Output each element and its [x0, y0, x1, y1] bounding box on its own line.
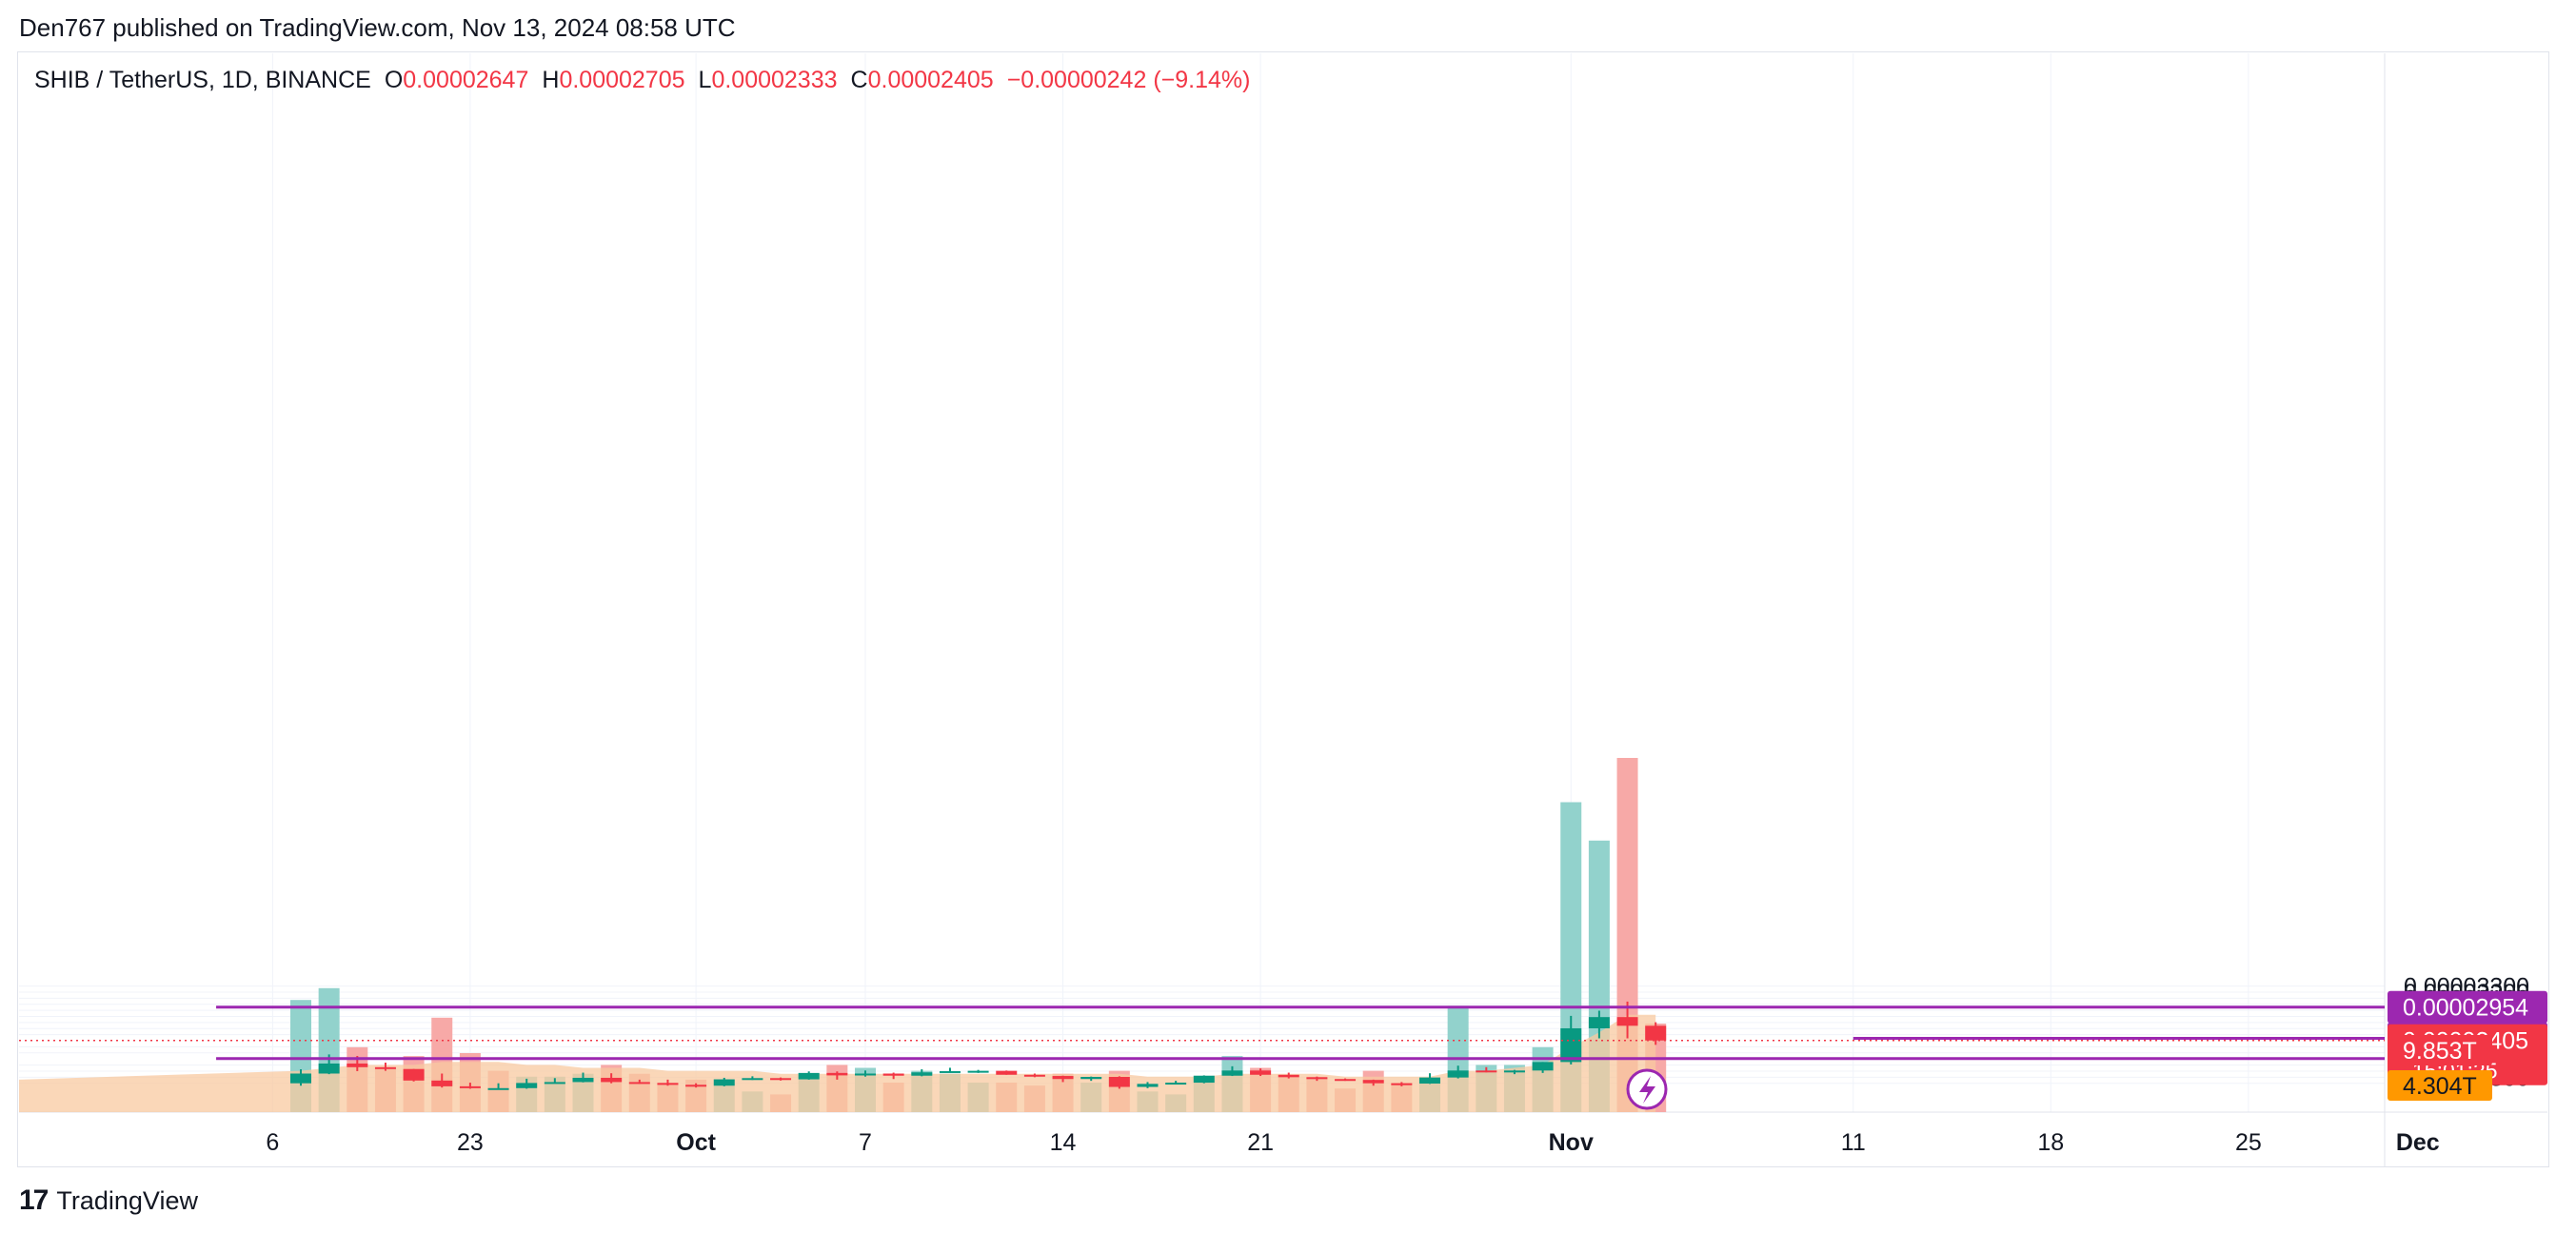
x-tick-label: Oct [676, 1129, 716, 1156]
candle-body [685, 1085, 707, 1087]
legend-low-label: L [698, 67, 712, 93]
candle-body [459, 1085, 481, 1088]
candle-body [713, 1079, 735, 1086]
level-label: 0.00002954 [2403, 995, 2528, 1022]
candle-body [770, 1078, 792, 1081]
legend-close-value: 0.00002405 [867, 67, 994, 93]
legend-low-value: 0.00002333 [711, 67, 838, 93]
candle-body [657, 1083, 679, 1085]
candle-body [826, 1072, 848, 1076]
candle-body [290, 1073, 311, 1084]
x-tick-label: 14 [1050, 1129, 1077, 1156]
legend-open-value: 0.00002647 [403, 67, 529, 93]
legend-symbol: SHIB / TetherUS, 1D, BINANCE [34, 67, 371, 93]
candle-body [1588, 1017, 1610, 1028]
x-tick-label: 25 [2235, 1129, 2262, 1156]
candle-body [1532, 1062, 1554, 1071]
candle-body [487, 1087, 509, 1090]
candle-body [1278, 1074, 1299, 1078]
volume-label: 9.853T [2403, 1038, 2477, 1065]
tradingview-brand[interactable]: 17 TradingView [19, 1184, 198, 1217]
candle-body [628, 1082, 650, 1085]
candle-body [572, 1077, 594, 1083]
candle-body [1221, 1070, 1243, 1076]
volume-ma-label: 4.304T [2403, 1073, 2477, 1100]
candle-body [1560, 1027, 1582, 1063]
candle-body [1419, 1077, 1440, 1085]
x-tick-label: 7 [859, 1129, 872, 1156]
volume-ma-label-bg [2388, 1070, 2492, 1101]
candle-body [1616, 1017, 1638, 1026]
candle-body [1447, 1070, 1469, 1078]
candle-body [1645, 1025, 1667, 1041]
candle-body [318, 1063, 340, 1074]
candle-body [798, 1072, 820, 1080]
volume-ma-area [19, 1014, 1656, 1112]
symbol-legend: SHIB / TetherUS, 1D, BINANCE O 0.0000264… [34, 67, 1250, 94]
candle-body [1108, 1077, 1130, 1087]
level-label-bg [2388, 990, 2547, 1024]
candle-body [1362, 1080, 1384, 1084]
candle-body [1476, 1070, 1497, 1073]
candle-body [1137, 1084, 1159, 1087]
candle-body [347, 1063, 368, 1067]
publish-caption: Den767 published on TradingView.com, Nov… [19, 13, 736, 42]
candle-body [403, 1068, 425, 1081]
chart-frame [17, 51, 2549, 1167]
candle-body [939, 1070, 961, 1073]
candle-body [996, 1070, 1018, 1075]
candle-body [601, 1077, 623, 1083]
candle-body [1165, 1083, 1187, 1085]
candle-body [544, 1082, 565, 1085]
x-tick-label: Nov [1549, 1129, 1594, 1156]
candle-body [1391, 1083, 1413, 1085]
lightning-icon[interactable] [1626, 1068, 1668, 1110]
candle-body [855, 1073, 876, 1076]
candle-body [882, 1073, 904, 1076]
brand-name: TradingView [56, 1185, 198, 1215]
x-tick-label: 18 [2037, 1129, 2064, 1156]
candle-body [1335, 1079, 1357, 1082]
x-tick-label: 23 [457, 1129, 484, 1156]
candle-body [1503, 1070, 1525, 1073]
x-tick-label: 21 [1247, 1129, 1274, 1156]
x-tick-label: 6 [266, 1129, 279, 1156]
candle-body [742, 1078, 763, 1081]
legend-high-label: H [542, 67, 560, 93]
candle-body [374, 1066, 396, 1069]
candle-body [1193, 1075, 1215, 1084]
candle-body [1080, 1077, 1102, 1080]
x-tick-label: Dec [2396, 1129, 2440, 1156]
candle-body [1250, 1070, 1272, 1075]
candle-body [516, 1083, 538, 1088]
volume-label-bg [2388, 1035, 2492, 1065]
candle-body [1306, 1077, 1328, 1080]
legend-close-label: C [850, 67, 868, 93]
legend-open-label: O [384, 67, 404, 93]
x-tick-label: 11 [1841, 1129, 1866, 1156]
candle-body [967, 1070, 989, 1073]
legend-high-value: 0.00002705 [559, 67, 685, 93]
tradingview-logo-icon: 17 [19, 1184, 49, 1216]
candle-body [431, 1080, 453, 1086]
candle-body [1052, 1076, 1074, 1080]
candle-body [911, 1072, 933, 1076]
candle-body [1023, 1074, 1045, 1077]
legend-change: −0.00000242 (−9.14%) [1006, 67, 1251, 93]
